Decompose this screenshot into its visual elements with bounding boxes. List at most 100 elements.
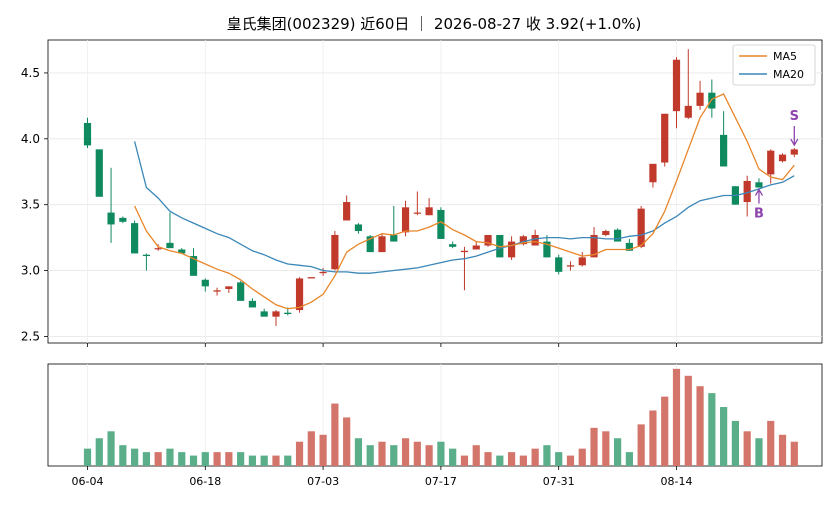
volume-bar	[131, 448, 139, 466]
candle-body	[696, 92, 704, 106]
candle-body	[331, 234, 339, 270]
volume-panel-frame	[47, 363, 823, 467]
volume-bar	[343, 417, 351, 466]
price-grid	[48, 40, 822, 347]
volume-bar	[449, 448, 457, 466]
legend: MA5 MA20	[732, 44, 816, 86]
candle-body	[649, 163, 657, 183]
x-tick-label: 06-18	[189, 475, 221, 488]
candle-body	[225, 286, 233, 289]
candle-body	[437, 209, 445, 239]
volume-bar	[401, 438, 410, 466]
candle-body	[590, 234, 598, 258]
candle-body	[566, 265, 575, 267]
candle-body	[684, 105, 692, 118]
candle-body	[472, 245, 480, 250]
candle-body	[189, 256, 198, 276]
volume-bar	[354, 438, 363, 466]
volume-bar	[378, 441, 386, 466]
volume-bar	[366, 445, 374, 466]
volume-bar	[684, 375, 692, 466]
candle-body	[755, 182, 763, 188]
volume-bar	[237, 452, 245, 466]
candle-body	[201, 279, 209, 287]
volume-bar	[484, 452, 492, 466]
volume-bar	[566, 455, 575, 466]
candle-body	[178, 249, 186, 254]
volume-bar	[519, 455, 527, 466]
candle-body	[778, 154, 787, 162]
volume-bar	[107, 431, 115, 466]
volume-bar	[590, 427, 598, 466]
volume-bar	[507, 452, 516, 466]
volume-bar	[649, 410, 657, 466]
volume-bar	[260, 455, 268, 466]
volume-bar	[390, 445, 398, 466]
volume-bar	[142, 452, 150, 466]
candle-body	[449, 244, 457, 247]
candle-body	[555, 257, 563, 272]
volume-bar	[767, 420, 775, 466]
x-tick-label: 07-17	[425, 475, 457, 488]
candle-body	[260, 311, 268, 317]
candle-body	[107, 212, 115, 225]
candle-body	[354, 224, 363, 232]
legend-ma5-label: MA5	[773, 50, 797, 63]
volume-bar	[696, 386, 704, 466]
volume-bar	[555, 452, 563, 466]
candle-body	[213, 290, 221, 292]
candle-body	[154, 248, 162, 250]
candle-body	[672, 59, 681, 112]
volume-bar	[625, 452, 633, 466]
volume-bar	[531, 448, 539, 466]
candle-body	[272, 311, 280, 317]
candle-body	[720, 134, 728, 167]
y-tick-label: 4.5	[21, 66, 40, 80]
volume-bar	[189, 455, 198, 466]
volume-bar	[272, 455, 280, 466]
candle-body	[366, 236, 374, 253]
volume-bar	[248, 455, 257, 466]
volume-bar	[731, 420, 739, 466]
sell-arrowhead	[790, 138, 799, 147]
candle-body	[484, 234, 492, 246]
candle-body	[343, 202, 351, 221]
candle-body	[519, 236, 527, 245]
buy-signal-label: B	[754, 207, 764, 222]
candle-body	[166, 242, 174, 249]
volume-bar	[472, 445, 480, 466]
price-panel-frame	[47, 39, 823, 344]
volume-bar	[708, 393, 716, 466]
candle-body	[119, 217, 127, 222]
candle-body	[390, 234, 398, 242]
volume-bar	[307, 431, 315, 466]
x-tick-label: 07-31	[543, 475, 575, 488]
y-tick-label: 3.0	[21, 264, 40, 278]
volume-bar	[778, 434, 787, 466]
volume-bar	[154, 452, 162, 466]
candle-body	[142, 254, 150, 257]
volume-bar	[460, 455, 469, 466]
candle-body	[284, 312, 292, 315]
candle-body	[708, 92, 716, 109]
ma5-line	[134, 93, 795, 310]
volume-bar	[614, 438, 622, 466]
x-tick-label: 08-14	[661, 475, 693, 488]
sell-signal-label: S	[790, 109, 799, 124]
candle-body	[95, 149, 103, 197]
y-tick-label: 3.5	[21, 198, 40, 212]
volume-bar	[496, 455, 504, 466]
volume-bar	[413, 441, 421, 466]
volume-bar	[295, 441, 304, 466]
volume-bar	[331, 403, 339, 466]
legend-ma20-label: MA20	[773, 68, 804, 81]
candle-body	[131, 223, 139, 254]
candle-body	[83, 122, 92, 146]
candle-body	[507, 241, 516, 258]
candle-body	[319, 271, 327, 274]
candle-body	[248, 300, 257, 308]
trade-signals: BS	[754, 109, 799, 222]
volume-panel: 06-04 06-18 07-03 07-17 07-31 08-14	[47, 363, 823, 488]
volume-bar	[602, 431, 610, 466]
